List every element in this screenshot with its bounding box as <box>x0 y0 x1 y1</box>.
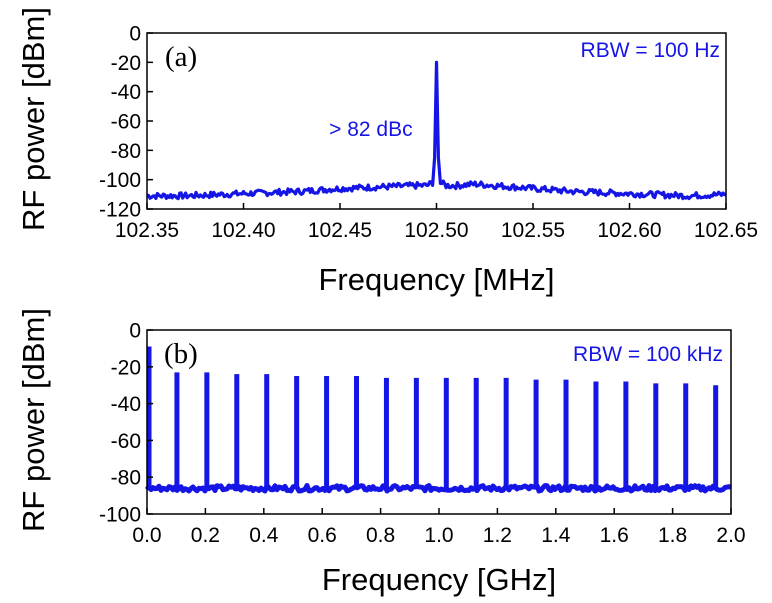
x-tick-label: 2.0 <box>716 524 745 547</box>
y-tick-label: -80 <box>111 140 141 163</box>
x-tick-label: 0.2 <box>191 524 220 547</box>
x-tick-label: 102.60 <box>597 219 661 242</box>
panel-b-label: (b) <box>164 338 198 370</box>
y-tick-label: -120 <box>99 199 141 222</box>
y-tick-label: -40 <box>111 393 141 416</box>
panel-b-rbw-annotation: RBW = 100 kHz <box>573 343 723 366</box>
x-tick-label: 0.4 <box>249 524 279 547</box>
panel-a: 102.35 102.40 102.45 102.50 102.55 102.60 102.… <box>16 7 758 297</box>
y-tick-label: -100 <box>99 169 141 192</box>
y-tick-label: -20 <box>111 356 141 379</box>
x-tick-label: 1.0 <box>424 524 453 547</box>
x-tick-label: 1.8 <box>658 524 687 547</box>
panel-b-y-axis-label: RF power [dBm] <box>16 308 51 532</box>
x-tick-label: 0.0 <box>132 524 161 547</box>
panel-a-label: (a) <box>165 41 197 73</box>
panel-b-x-axis-label: Frequency [GHz] <box>322 562 556 597</box>
series-b-noise-floor <box>144 483 732 494</box>
y-tick-label: -20 <box>111 52 141 75</box>
x-tick-label: 1.4 <box>541 524 571 547</box>
x-tick-label: 102.50 <box>404 219 468 242</box>
y-tick-label: -60 <box>111 430 141 453</box>
x-tick-label: 1.2 <box>483 524 512 547</box>
panel-a-dbc-annotation: > 82 dBc <box>329 118 412 141</box>
panel-b: 0.0 0.2 0.4 0.6 0.8 1.0 1.2 1.4 1.6 1.8 2.0 0 -20 -4… <box>16 308 746 597</box>
y-tick-label: -80 <box>111 467 141 490</box>
x-tick-label: 102.55 <box>501 219 565 242</box>
series-a-line <box>146 60 727 201</box>
y-tick-label: 0 <box>129 23 141 46</box>
panel-a-y-axis-label: RF power [dBm] <box>16 7 51 231</box>
x-tick-label: 102.45 <box>308 219 372 242</box>
x-tick-label: 102.65 <box>694 219 758 242</box>
x-tick-label: 102.40 <box>211 219 275 242</box>
panel-a-x-axis-label: Frequency [MHz] <box>318 262 554 297</box>
y-tick-label: 0 <box>129 320 141 343</box>
y-tick-label: -60 <box>111 111 141 134</box>
y-tick-label: -40 <box>111 81 141 104</box>
x-tick-label: 1.6 <box>600 524 629 547</box>
x-tick-label: 0.8 <box>366 524 395 547</box>
y-tick-label: -100 <box>99 504 141 527</box>
panel-a-rbw-annotation: RBW = 100 Hz <box>581 39 720 62</box>
x-tick-label: 102.35 <box>115 219 179 242</box>
x-tick-label: 0.6 <box>308 524 337 547</box>
